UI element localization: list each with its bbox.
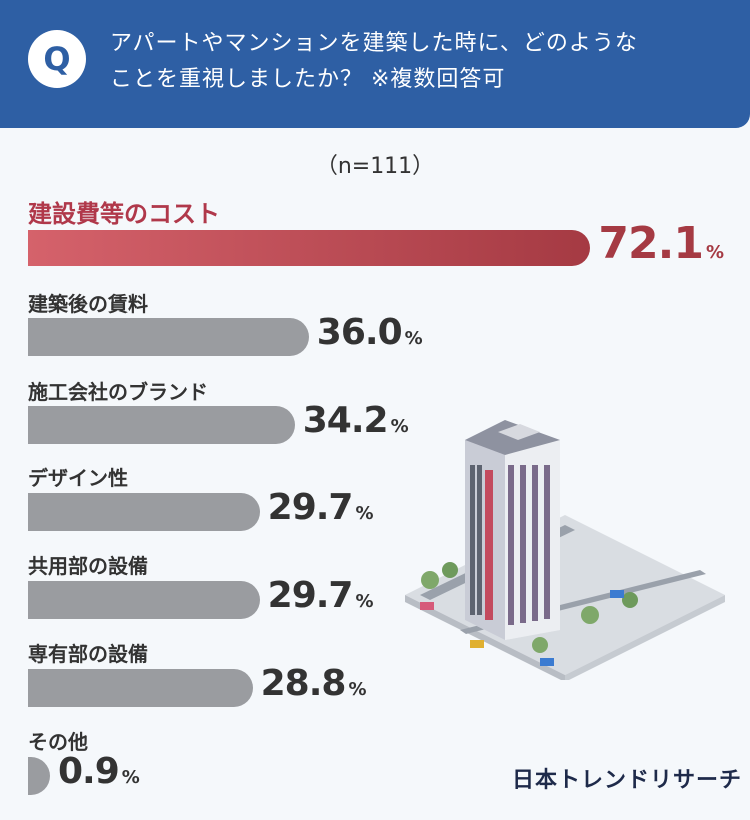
building-illustration bbox=[405, 420, 725, 680]
brand-logo: 日本トレンドリサーチ bbox=[512, 768, 743, 793]
question-header: Q アパートやマンションを建築した時に、どのような ことを重視しましたか？ ※複… bbox=[0, 0, 750, 128]
question-badge: Q bbox=[28, 30, 86, 88]
category-label: その他 bbox=[28, 730, 88, 754]
category-label: 建築後の賃料 bbox=[28, 292, 148, 316]
sample-size: （n=111） bbox=[315, 154, 435, 179]
question-line-1: アパートやマンションを建築した時に、どのような bbox=[110, 31, 638, 56]
value-label: 29.7% bbox=[267, 487, 374, 528]
value-label: 36.0% bbox=[316, 312, 423, 353]
value-label: 29.7% bbox=[267, 575, 374, 616]
value-label: 72.1% bbox=[598, 218, 724, 269]
value-label: 28.8% bbox=[260, 663, 367, 704]
category-label: 施工会社のブランド bbox=[28, 380, 208, 404]
bar bbox=[28, 318, 309, 356]
bar bbox=[28, 581, 260, 619]
question-text: アパートやマンションを建築した時に、どのような ことを重視しましたか？ ※複数回… bbox=[110, 26, 730, 98]
bar bbox=[28, 757, 50, 795]
bar bbox=[28, 493, 260, 531]
question-line-2: ことを重視しましたか？ ※複数回答可 bbox=[110, 67, 506, 92]
bar bbox=[28, 230, 591, 266]
value-label: 34.2% bbox=[302, 400, 409, 441]
bar bbox=[28, 406, 295, 444]
category-label: 共用部の設備 bbox=[28, 554, 148, 578]
bar bbox=[28, 669, 253, 707]
category-label: 建設費等のコスト bbox=[28, 200, 220, 228]
category-label: 専有部の設備 bbox=[28, 642, 148, 666]
category-label: デザイン性 bbox=[28, 466, 128, 490]
value-label: 0.9% bbox=[58, 751, 140, 792]
